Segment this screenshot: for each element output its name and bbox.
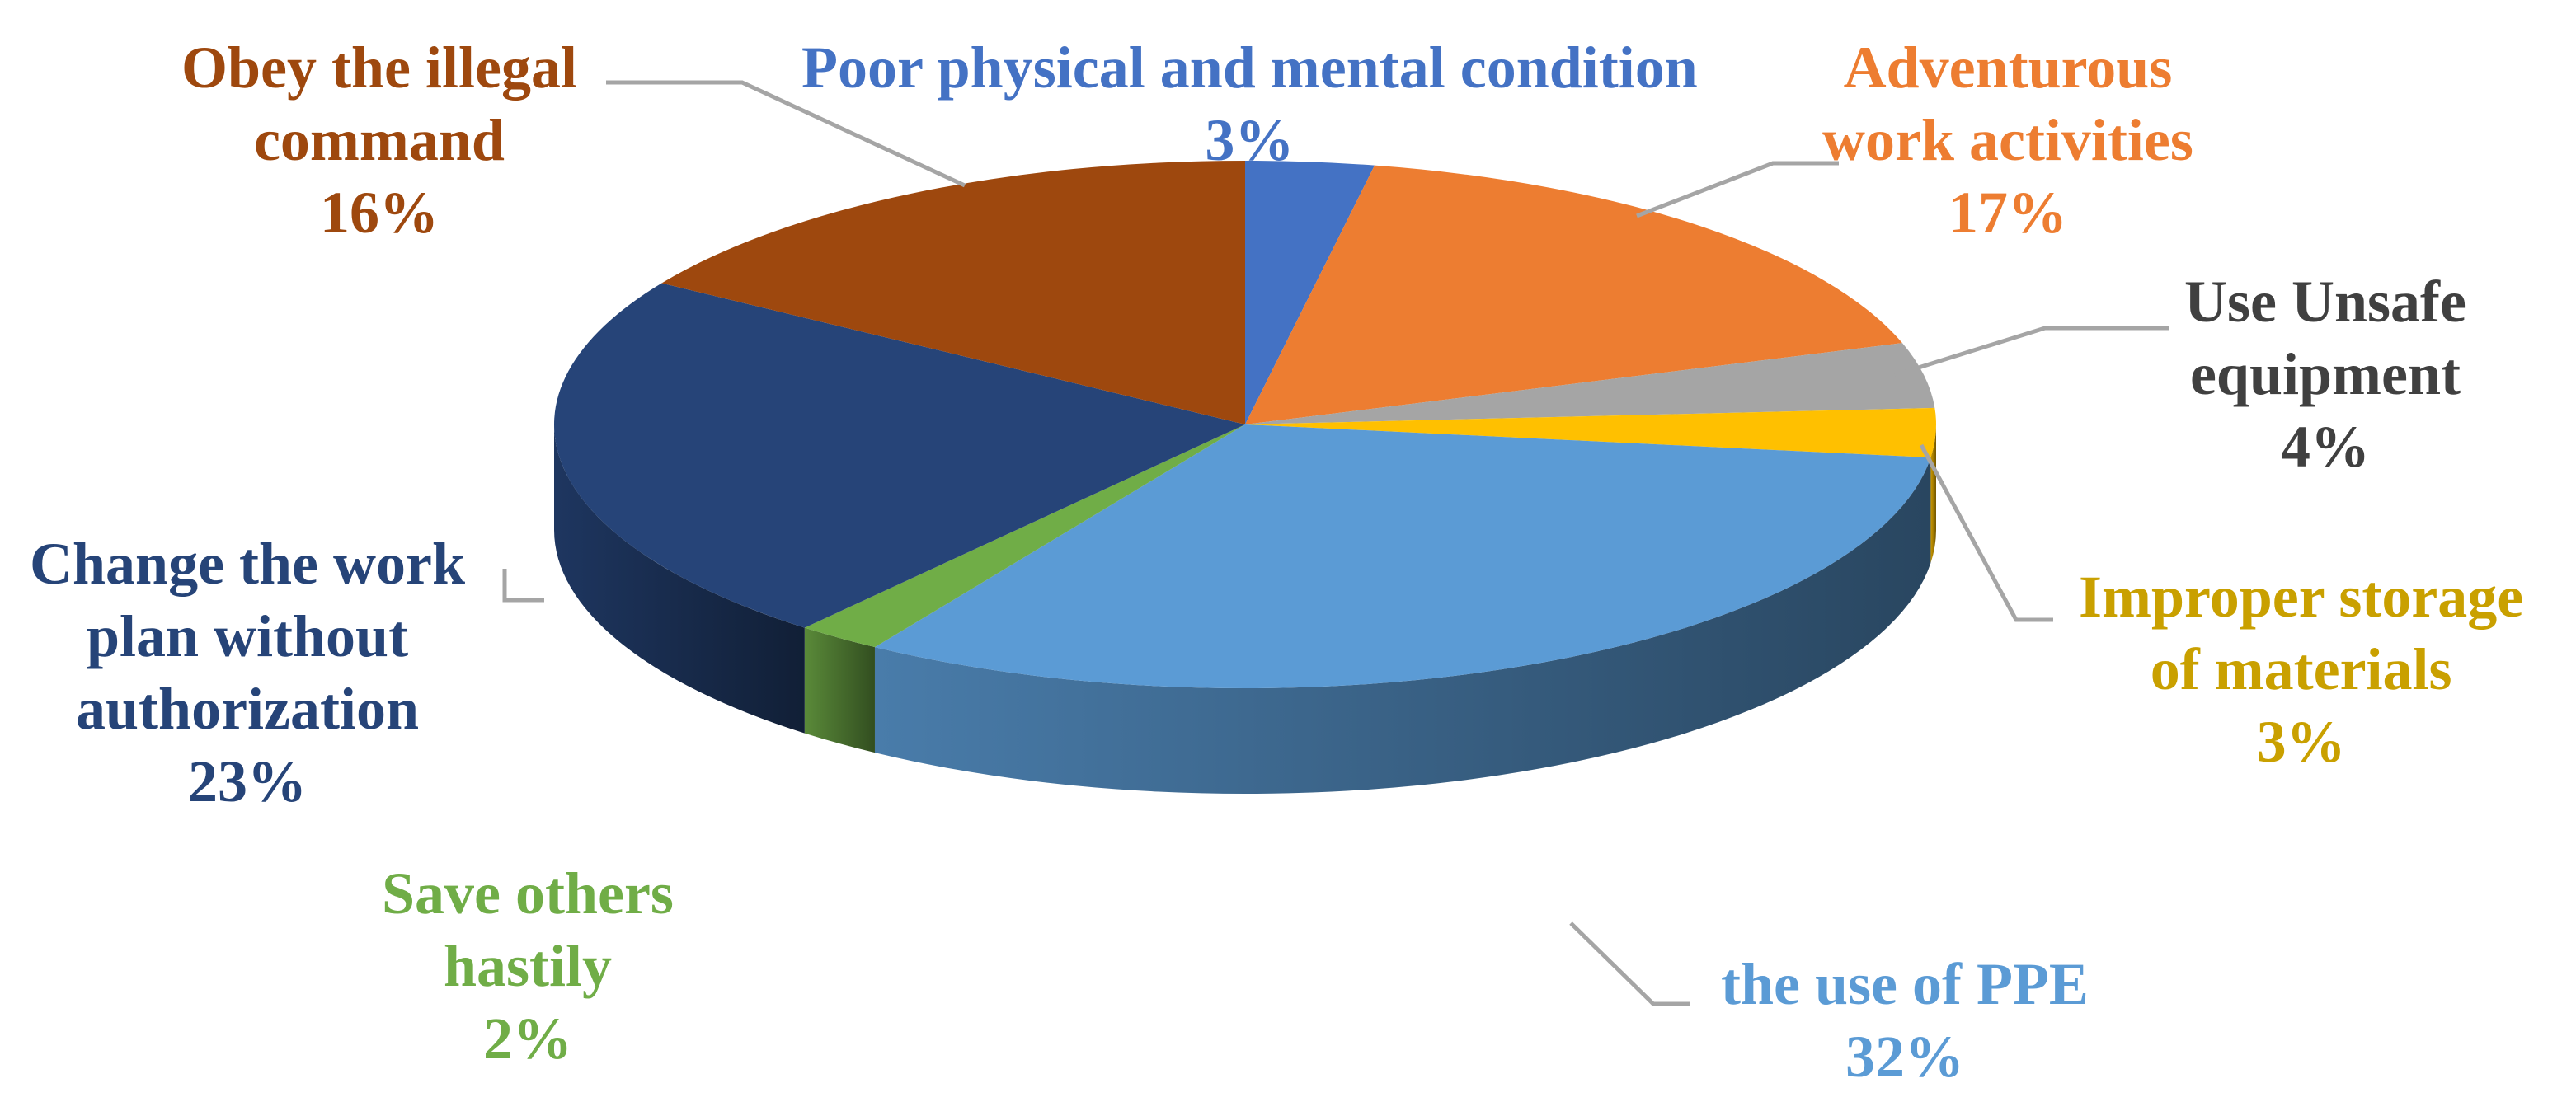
slice-label-6: Change the work plan without authorization… xyxy=(30,528,465,818)
leader-lines xyxy=(502,80,2169,1006)
slice-label-0: Poor physical and mental condition 3% xyxy=(801,31,1698,176)
slice-value-label: 17% xyxy=(1948,180,2067,246)
slice-value-label: 3% xyxy=(2256,709,2346,775)
leader-line-7 xyxy=(606,80,966,188)
slice-value-label: 23% xyxy=(188,748,307,814)
pie-sides xyxy=(554,424,1936,794)
pie-slice-4 xyxy=(874,424,1931,688)
leader-line-2 xyxy=(1894,326,2169,377)
slice-value-label: 32% xyxy=(1845,1024,1964,1090)
slice-label-text: Use Unsafe xyxy=(2184,269,2466,335)
slice-label-text: Improper storage xyxy=(2079,564,2524,630)
slice-label-3: Improper storage of materials 3% xyxy=(2079,560,2523,778)
slice-label-2: Use Unsafe equipment 4% xyxy=(2184,265,2466,483)
slice-label-text: plan without xyxy=(86,603,409,669)
leader-line-1 xyxy=(1636,161,1839,218)
slice-label-1: Adventurous work activities 17% xyxy=(1822,31,2193,249)
slice-label-text: authorization xyxy=(76,676,420,742)
pie-side-5 xyxy=(804,627,875,753)
slice-label-5: Save others hastily 2% xyxy=(382,857,674,1075)
pie-slice-5 xyxy=(804,424,1245,648)
slice-label-text: of materials xyxy=(2150,636,2452,702)
slice-label-text: command xyxy=(253,107,505,173)
slice-label-text: Save others xyxy=(382,860,674,926)
pie-slice-0 xyxy=(1245,161,1375,424)
slice-value-label: 4% xyxy=(2280,414,2370,480)
slice-label-4: the use of PPE 32% xyxy=(1721,948,2089,1093)
slice-value-label: 2% xyxy=(482,1006,572,1072)
pie-slice-6 xyxy=(554,283,1245,628)
slice-label-text: hastily xyxy=(443,933,612,999)
pie-tops xyxy=(554,161,1936,688)
slice-label-text: Adventurous xyxy=(1843,35,2173,101)
pie-slice-7 xyxy=(661,161,1245,424)
slice-label-text: the use of PPE xyxy=(1721,951,2089,1017)
pie-side-6 xyxy=(554,424,805,734)
slice-label-text: work activities xyxy=(1822,107,2193,173)
leader-line-4 xyxy=(1569,921,1690,1006)
pie-slice-2 xyxy=(1245,343,1935,424)
slice-label-7: Obey the illegal command 16% xyxy=(181,31,577,249)
leader-line-6 xyxy=(502,569,544,603)
pie-side-4 xyxy=(874,457,1931,794)
leader-line-3 xyxy=(1919,443,2053,622)
pie-slice-3 xyxy=(1245,407,1936,458)
slice-label-text: Poor physical and mental condition xyxy=(801,35,1698,101)
pie-slice-1 xyxy=(1245,165,1902,424)
slice-label-text: Obey the illegal xyxy=(181,35,577,101)
slice-value-label: 3% xyxy=(1205,107,1295,173)
slice-label-text: equipment xyxy=(2189,341,2461,407)
pie-side-3 xyxy=(1930,424,1936,564)
slice-value-label: 16% xyxy=(319,180,439,246)
slice-label-text: Change the work xyxy=(30,531,466,597)
